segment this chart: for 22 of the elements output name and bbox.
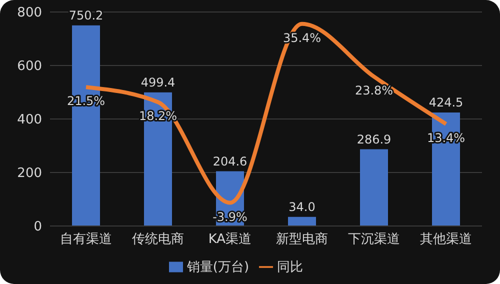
data-label: 499.4 <box>140 75 176 90</box>
data-label: 34.0 <box>288 200 316 214</box>
bar <box>360 149 388 226</box>
x-tick-label: 自有渠道 <box>60 232 112 248</box>
data-label: 204.6 <box>212 154 248 168</box>
data-label: 424.5 <box>428 95 464 110</box>
data-label: 286.9 <box>356 132 392 146</box>
data-label: 750.2 <box>68 8 104 22</box>
x-tick-label: 其他渠道 <box>420 232 472 248</box>
x-tick-label: 下沉渠道 <box>348 232 400 248</box>
data-label: 23.8% <box>354 84 394 98</box>
x-tick-label: 新型电商 <box>276 232 328 248</box>
y-tick-label: 0 <box>34 220 42 235</box>
y-tick-label: 400 <box>17 112 42 128</box>
legend-label: 销量(万台) <box>186 260 250 275</box>
x-tick-label: KA渠道 <box>208 232 252 248</box>
y-tick-label: 800 <box>17 6 42 21</box>
bar <box>288 216 316 226</box>
y-tick-label: 200 <box>17 166 42 182</box>
y-tick-label: 600 <box>17 59 42 74</box>
legend-label: 同比 <box>277 260 304 275</box>
x-tick-label: 传统电商 <box>132 232 184 248</box>
